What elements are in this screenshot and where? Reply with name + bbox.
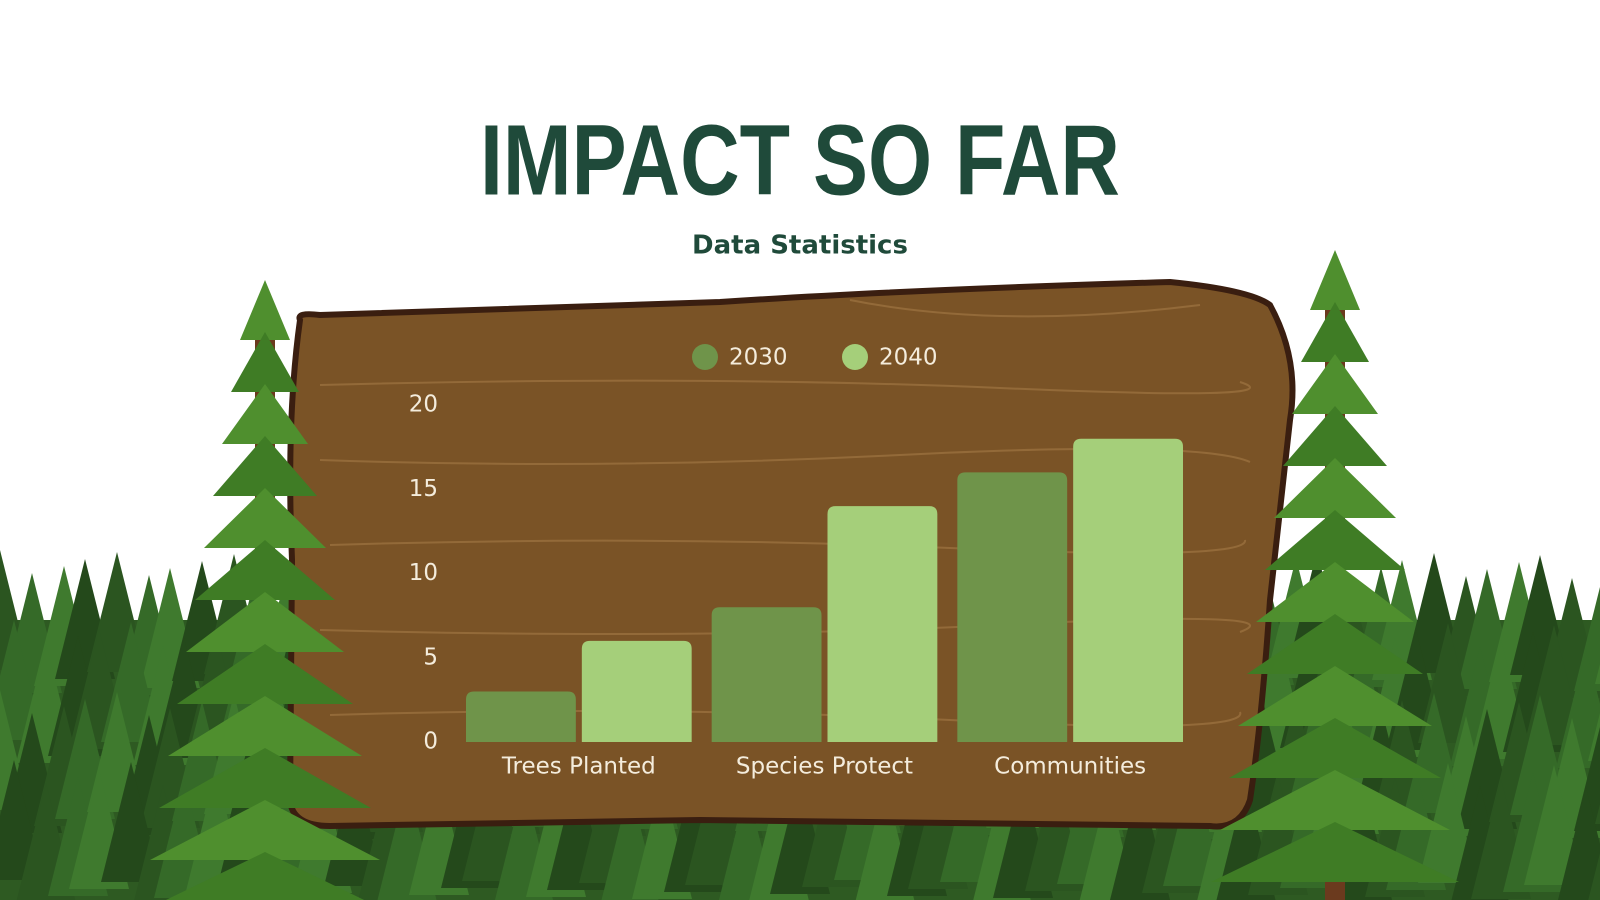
bar [711,607,822,742]
tree-branch [177,644,353,704]
chart-title: IMPACT SO FAR [480,104,1120,216]
forest-tree [1418,763,1478,883]
tree-branch [231,332,299,392]
x-tick-label: Species Protect [736,754,913,780]
forest-tree [685,765,745,885]
tree-branch [159,748,371,808]
x-tick-label: Communities [994,754,1146,780]
y-tick-label: 5 [423,644,438,670]
forest-tree [1558,788,1600,900]
bar [1073,438,1183,742]
forest-tree [1574,587,1600,691]
x-tick-label: Trees Planted [501,754,656,780]
legend-label: 2030 [729,345,788,371]
y-tick-label: 0 [423,729,438,755]
tree-branch [1220,770,1450,830]
legend-label: 2040 [879,345,938,371]
tree-branch [1310,250,1360,310]
tree-branch [1265,510,1405,570]
tree-branch [168,696,362,756]
tree-branch [1211,822,1459,882]
tree-branch [1238,666,1432,726]
forest-tree [1524,765,1584,885]
legend-swatch [842,344,868,370]
forest-tree [1595,804,1600,824]
bar [466,691,576,742]
tree-branch [240,280,290,340]
tree-branch [204,488,326,548]
forest-tree [1588,853,1600,900]
y-tick-label: 10 [409,560,438,586]
chart-subtitle: Data Statistics [692,231,908,261]
tree-branch [1229,718,1441,778]
forest-tree [1574,727,1600,831]
tree-branch [1301,302,1369,362]
legend-swatch [692,344,718,370]
bar [827,506,938,742]
tree-branch [1283,406,1387,466]
y-tick-label: 20 [409,392,438,418]
tree-branch [1256,562,1414,622]
y-tick-label: 15 [409,476,438,502]
bar [957,472,1068,742]
bar [581,640,692,742]
forest-tree [101,762,161,882]
tree-branch [222,384,308,444]
tree-branch [1247,614,1423,674]
tree-branch [165,852,365,900]
tree-branch [1274,458,1396,518]
side-trees [150,250,1459,900]
tree-branch [150,800,380,860]
forest-tree [1595,664,1600,684]
tree-branch [213,436,317,496]
tree-branch [186,592,344,652]
tree-branch [1292,354,1378,414]
tree-branch [195,540,335,600]
